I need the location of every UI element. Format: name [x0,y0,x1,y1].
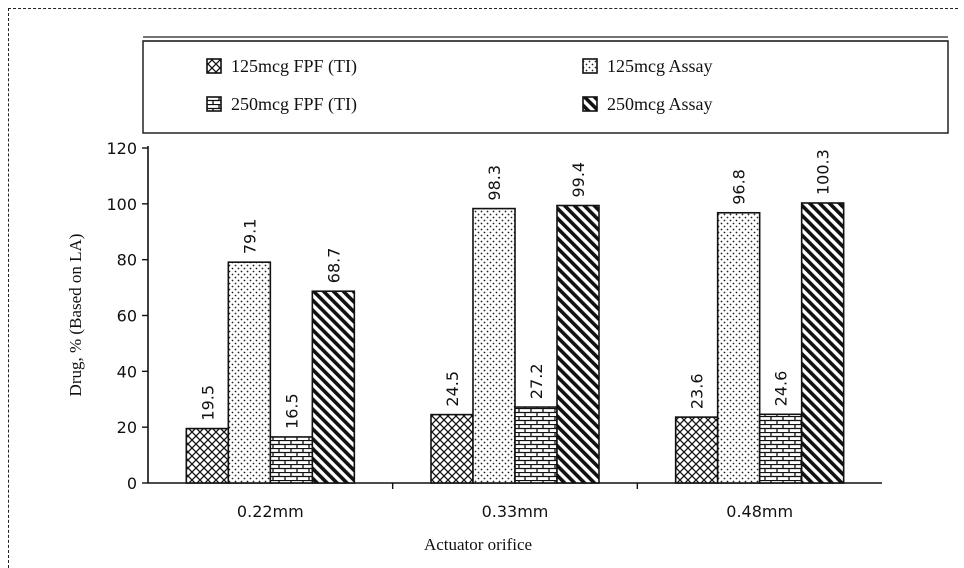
bars [185,202,845,484]
bar-1-2 [430,413,474,484]
bar-3-1 [269,436,314,484]
data-label: 98.3 [485,165,504,201]
bar-4-3 [800,202,845,484]
data-label: 27.2 [527,363,546,399]
data-label: 96.8 [730,169,749,205]
bar-2-1 [227,261,272,484]
legend-swatch-3 [206,96,222,112]
data-label: 68.7 [324,248,343,284]
y-tick-label: 120 [106,139,137,158]
y-tick-label: 80 [117,251,137,270]
data-label: 99.4 [569,162,588,198]
data-label: 19.5 [198,385,217,421]
bar-4-2 [556,204,600,484]
y-tick-label: 60 [117,307,137,326]
legend-swatch-1 [206,58,222,74]
x-axis-label: Actuator orifice [424,535,532,554]
legend-label-4: 250mcg Assay [607,94,713,114]
data-label: 79.1 [240,219,259,255]
legend-box [142,40,949,134]
y-tick-label: 20 [117,418,137,437]
data-label: 100.3 [814,149,833,195]
x-tick-label: 0.33mm [482,502,549,521]
data-label: 24.6 [772,371,791,407]
bar-2-3 [716,211,761,484]
bar-2-2 [472,207,516,484]
x-tick-label: 0.48mm [726,502,793,521]
data-label: 16.5 [282,393,301,429]
bar-3-2 [514,406,558,484]
y-tick-label: 100 [106,195,137,214]
y-tick-label: 0 [127,474,137,493]
data-label: 23.6 [688,373,707,409]
legend-label-2: 125mcg Assay [607,56,713,76]
legend-label-3: 250mcg FPF (TI) [231,94,357,115]
bar-1-3 [674,416,719,484]
bar-labels: 19.5 79.1 16.5 68.7 24.5 98.3 27.2 99.4 23.6 96.8… [198,149,832,429]
y-axis-label: Drug, % (Based on LA) [66,234,85,397]
bar-4-1 [311,290,356,484]
legend: 125mcg FPF (TI) 125mcg Assay 250mcg FPF (T… [142,36,949,134]
legend-label-1: 125mcg FPF (TI) [231,56,357,77]
legend-swatch-4 [582,96,598,112]
figure-frame [8,8,958,568]
y-tick-label: 40 [117,362,137,381]
x-tick-label: 0.22mm [237,502,304,521]
legend-swatch-2 [582,58,598,74]
bar-1-1 [185,427,230,484]
bar-3-3 [758,413,803,484]
data-label: 24.5 [443,371,462,407]
